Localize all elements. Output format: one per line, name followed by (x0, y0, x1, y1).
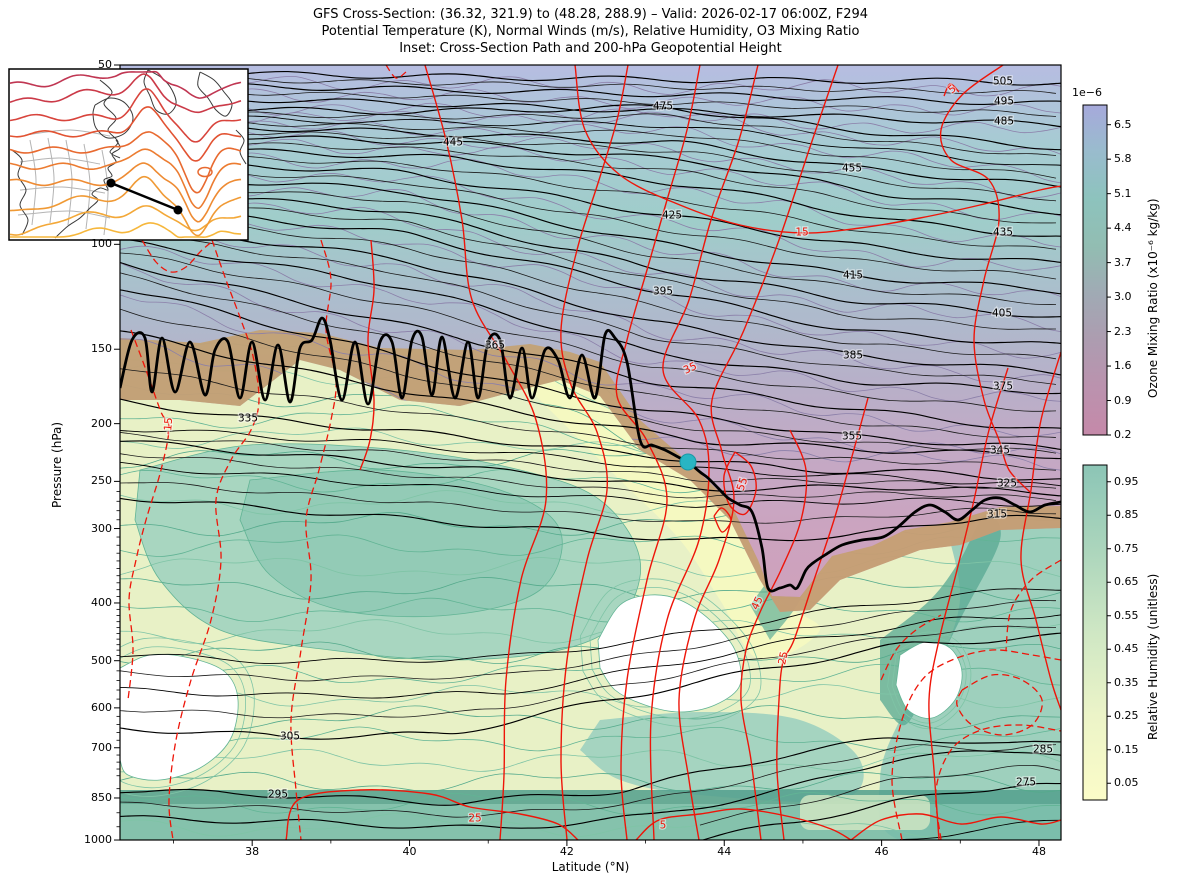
y-tick-label: 700 (91, 740, 112, 754)
y-tick-label: 500 (91, 653, 112, 667)
inset-path-endpoint (173, 205, 183, 215)
svg-text:455: 455 (842, 163, 862, 175)
ozone-colorbar-tick-label: 5.1 (1114, 186, 1132, 200)
ozone-colorbar-tick-label: 0.9 (1114, 393, 1132, 407)
rh-colorbar-tick-label: 0.35 (1114, 675, 1139, 689)
svg-text:495: 495 (994, 96, 1014, 108)
x-tick-label: 38 (245, 845, 260, 858)
svg-text:415: 415 (843, 270, 863, 282)
ozone-colorbar-tick-label: 5.8 (1114, 152, 1132, 166)
ozone-colorbar-tick-label: 1.6 (1114, 359, 1132, 373)
rh-colorbar (1082, 464, 1108, 801)
svg-text:475: 475 (653, 101, 673, 113)
y-axis-label: Pressure (hPa) (50, 421, 64, 508)
svg-text:5: 5 (660, 820, 667, 832)
svg-text:275: 275 (1016, 777, 1036, 789)
rh-colorbar-tick-label: 0.85 (1114, 508, 1139, 522)
theta-contours (120, 68, 1061, 840)
chart-title-line2: Potential Temperature (K), Normal Winds … (321, 24, 860, 39)
plot-area: 505 495 485 475 455 445 435 425 415 405 395 385 375 3… (120, 65, 1061, 840)
svg-text:385: 385 (843, 350, 863, 362)
y-tick-label: 850 (91, 790, 112, 804)
svg-text:305: 305 (280, 731, 300, 743)
inset-map (8, 68, 249, 241)
x-tick-label: 46 (874, 845, 889, 858)
svg-text:25: 25 (468, 813, 481, 825)
rh-colorbar-tick-label: 0.75 (1114, 541, 1139, 555)
svg-text:285: 285 (1033, 744, 1053, 756)
svg-text:325: 325 (997, 478, 1017, 490)
svg-text:335: 335 (238, 413, 258, 425)
ozone-colorbar-tick-label: 3.7 (1114, 255, 1132, 269)
chart-title-block: GFS Cross-Section: (36.32, 321.9) to (48… (120, 6, 1061, 57)
rh-dry-holes (120, 578, 972, 797)
cross-point-marker (679, 453, 697, 471)
svg-text:395: 395 (653, 286, 673, 298)
x-axis-label: Latitude (°N) (551, 860, 630, 874)
rh-colorbar-tick-label: 0.65 (1114, 575, 1139, 589)
y-tick-label: 1000 (84, 833, 112, 847)
svg-text:485: 485 (994, 116, 1014, 128)
inset-path-line (110, 181, 179, 212)
ozone-colorbar-tick-label: 3.0 (1114, 290, 1132, 304)
y-tick-label: 200 (91, 416, 112, 430)
ozone-colorbar-tick-label: 0.2 (1114, 428, 1132, 441)
rh-colorbar-tick-label: 0.25 (1114, 709, 1139, 723)
svg-text:355: 355 (842, 431, 862, 443)
rh-colorbar-tick-label: 0.45 (1114, 642, 1139, 656)
rh-colorbar-tick-label: 0.15 (1114, 742, 1139, 756)
inset-closed-contour (197, 166, 213, 178)
y-tick-label: 300 (91, 521, 112, 535)
svg-text:445: 445 (443, 137, 463, 149)
chart-title-line3: Inset: Cross-Section Path and 200-hPa Ge… (399, 41, 782, 56)
x-tick-label: 40 (402, 845, 417, 858)
svg-text:375: 375 (993, 381, 1013, 393)
svg-text:365: 365 (485, 340, 505, 352)
x-tick-label: 48 (1031, 845, 1046, 858)
y-tick-label: 150 (91, 342, 112, 356)
svg-text:405: 405 (992, 308, 1012, 320)
y-tick-label: 100 (91, 237, 112, 251)
svg-text:315: 315 (987, 509, 1007, 521)
inset-path-endpoint (106, 178, 116, 188)
svg-text:15: 15 (795, 227, 808, 239)
svg-text:505: 505 (993, 76, 1013, 88)
ozone-colorbar (1082, 104, 1108, 436)
svg-text:295: 295 (268, 789, 288, 801)
x-tick-label: 42 (559, 845, 574, 858)
svg-text:25: 25 (776, 650, 791, 666)
x-tick-label: 44 (717, 845, 732, 858)
svg-text:-15: -15 (162, 417, 175, 435)
inset-coastlines (11, 69, 247, 239)
svg-text:55: 55 (735, 476, 751, 492)
chart-title-line1: GFS Cross-Section: (36.32, 321.9) to (48… (312, 7, 869, 22)
wind-contours (127, 65, 1061, 840)
ozone-colorbar-tick-label: 2.3 (1114, 324, 1132, 338)
rh-colorbar-tick-label: 0.95 (1114, 474, 1139, 488)
svg-text:425: 425 (662, 210, 682, 222)
ozone-colorbar-tick-label: 6.5 (1114, 117, 1132, 131)
y-tick-label: 600 (91, 700, 112, 714)
svg-text:435: 435 (993, 227, 1013, 239)
axis-ticks (114, 64, 1040, 846)
ozone-colorbar-tick-label: 4.4 (1114, 221, 1132, 235)
y-tick-label: 250 (91, 474, 112, 488)
contour-labels: 505 495 485 475 455 445 435 425 415 405 395 385 375 3… (161, 74, 1055, 833)
svg-text:345: 345 (990, 445, 1010, 457)
ozone-contour-lines (120, 72, 1061, 471)
rh-colorbar-tick-label: 0.55 (1114, 608, 1139, 622)
y-tick-label: 50 (98, 58, 112, 71)
tropopause-line (120, 316, 1061, 593)
rh-colorbar-tick-label: 0.05 (1114, 776, 1139, 790)
plot-frame (119, 64, 1062, 841)
ozone-colorbar-offset-text: 1e−6 (1072, 86, 1102, 99)
y-tick-label: 400 (91, 595, 112, 609)
